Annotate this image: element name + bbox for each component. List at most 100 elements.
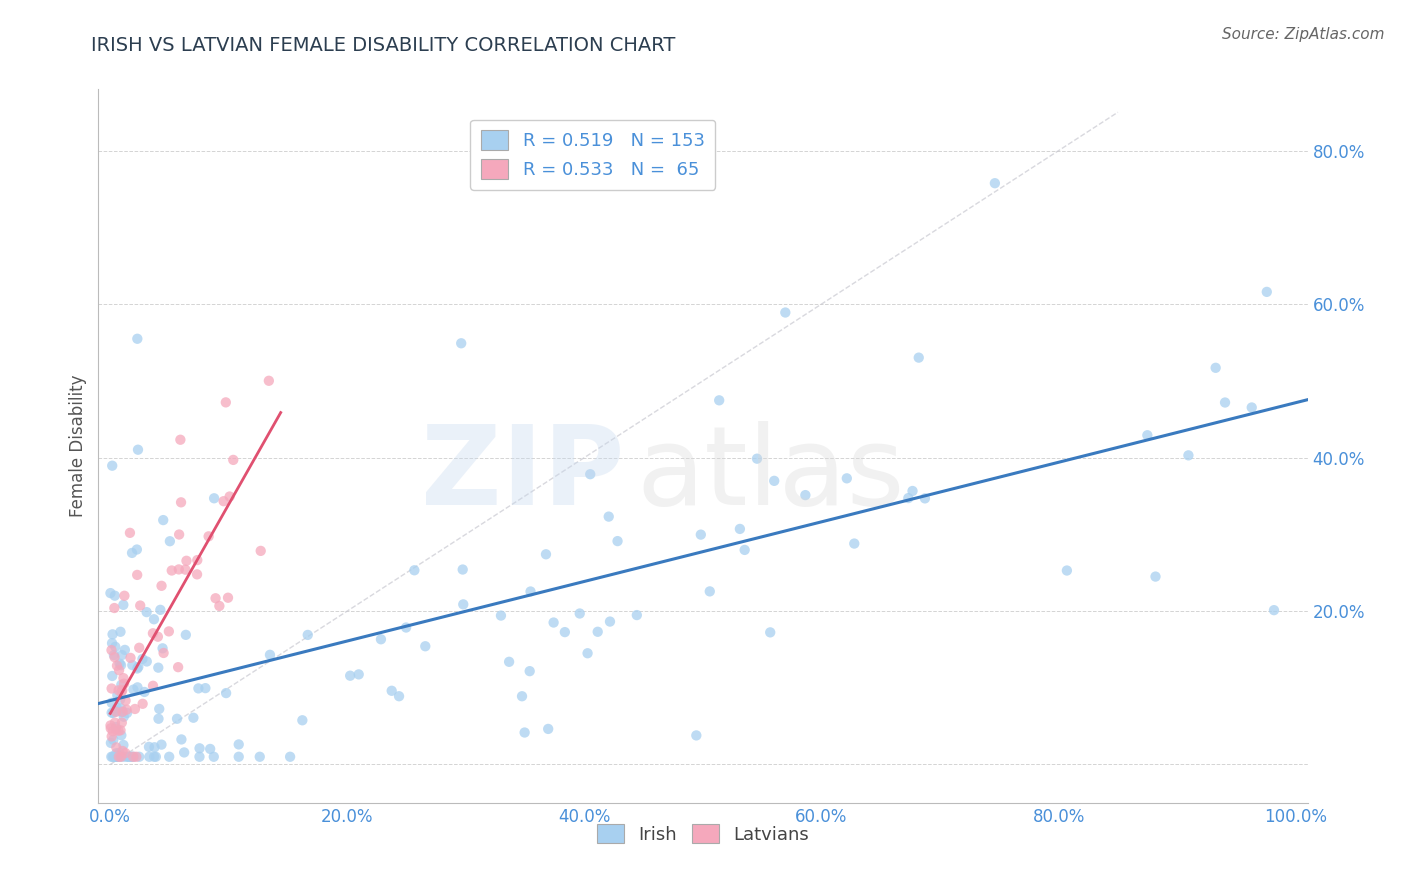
Point <box>167 562 190 576</box>
Point <box>105 688 128 702</box>
Point <box>105 749 128 764</box>
Point <box>176 554 198 568</box>
Point <box>110 728 132 742</box>
Point <box>112 749 135 764</box>
Point <box>160 564 183 578</box>
Point <box>188 741 211 756</box>
Point <box>105 749 128 764</box>
Text: IRISH VS LATVIAN FEMALE DISABILITY CORRELATION CHART: IRISH VS LATVIAN FEMALE DISABILITY CORRE… <box>91 36 676 54</box>
Point <box>174 563 197 577</box>
Point <box>120 749 142 764</box>
Point <box>105 658 128 673</box>
Point <box>157 749 180 764</box>
Point <box>111 705 134 719</box>
Point <box>907 351 929 365</box>
Point <box>114 746 136 760</box>
Point <box>114 643 136 657</box>
Text: ZIP: ZIP <box>420 421 624 528</box>
Point <box>174 628 197 642</box>
Point <box>105 701 128 715</box>
Point <box>152 641 174 656</box>
Point <box>197 529 219 543</box>
Point <box>183 711 205 725</box>
Point <box>170 495 193 509</box>
Point <box>110 624 132 639</box>
Point <box>104 589 127 603</box>
Point <box>100 722 122 736</box>
Point <box>114 693 136 707</box>
Point <box>127 681 149 695</box>
Point <box>794 488 817 502</box>
Point <box>510 690 533 704</box>
Point <box>138 739 160 754</box>
Point <box>222 453 245 467</box>
Point <box>103 650 125 665</box>
Point <box>897 491 920 505</box>
Point <box>112 738 135 752</box>
Point <box>395 620 418 634</box>
Point <box>127 332 149 346</box>
Point <box>257 374 280 388</box>
Point <box>104 723 127 737</box>
Point <box>108 663 131 677</box>
Point <box>101 706 124 720</box>
Point <box>101 636 124 650</box>
Point <box>101 669 124 683</box>
Point <box>451 562 474 576</box>
Point <box>598 509 620 524</box>
Point <box>135 605 157 619</box>
Point <box>576 646 599 660</box>
Point <box>111 648 134 662</box>
Point <box>835 471 858 485</box>
Point <box>110 723 132 738</box>
Point <box>134 685 156 699</box>
Point <box>450 336 472 351</box>
Text: atlas: atlas <box>637 421 905 528</box>
Point <box>142 679 165 693</box>
Point <box>291 713 314 727</box>
Point <box>208 599 231 613</box>
Point <box>537 722 560 736</box>
Point <box>626 608 648 623</box>
Point <box>519 584 541 599</box>
Point <box>599 615 621 629</box>
Point <box>1056 564 1078 578</box>
Point <box>104 749 127 764</box>
Point <box>218 490 240 504</box>
Point <box>215 686 238 700</box>
Point <box>554 625 576 640</box>
Point <box>103 732 125 747</box>
Point <box>145 749 167 764</box>
Point <box>534 547 557 561</box>
Point <box>101 749 124 764</box>
Point <box>124 702 146 716</box>
Text: Source: ZipAtlas.com: Source: ZipAtlas.com <box>1222 27 1385 42</box>
Point <box>100 681 122 696</box>
Point <box>388 690 411 704</box>
Point <box>1177 448 1199 462</box>
Point <box>745 451 768 466</box>
Point <box>108 692 131 706</box>
Point <box>1205 360 1227 375</box>
Point <box>105 746 128 760</box>
Point <box>135 655 157 669</box>
Point <box>381 683 404 698</box>
Point <box>685 728 707 742</box>
Point <box>100 730 122 744</box>
Point <box>370 632 392 647</box>
Point <box>111 683 134 698</box>
Point <box>131 697 153 711</box>
Point <box>228 738 250 752</box>
Point <box>101 627 124 641</box>
Point <box>194 681 217 695</box>
Point <box>278 749 301 764</box>
Point <box>150 738 173 752</box>
Point <box>112 671 135 685</box>
Point <box>110 749 132 764</box>
Point <box>111 744 134 758</box>
Point <box>110 685 132 699</box>
Point <box>152 646 174 660</box>
Point <box>709 393 731 408</box>
Point <box>187 681 209 696</box>
Point <box>129 599 152 613</box>
